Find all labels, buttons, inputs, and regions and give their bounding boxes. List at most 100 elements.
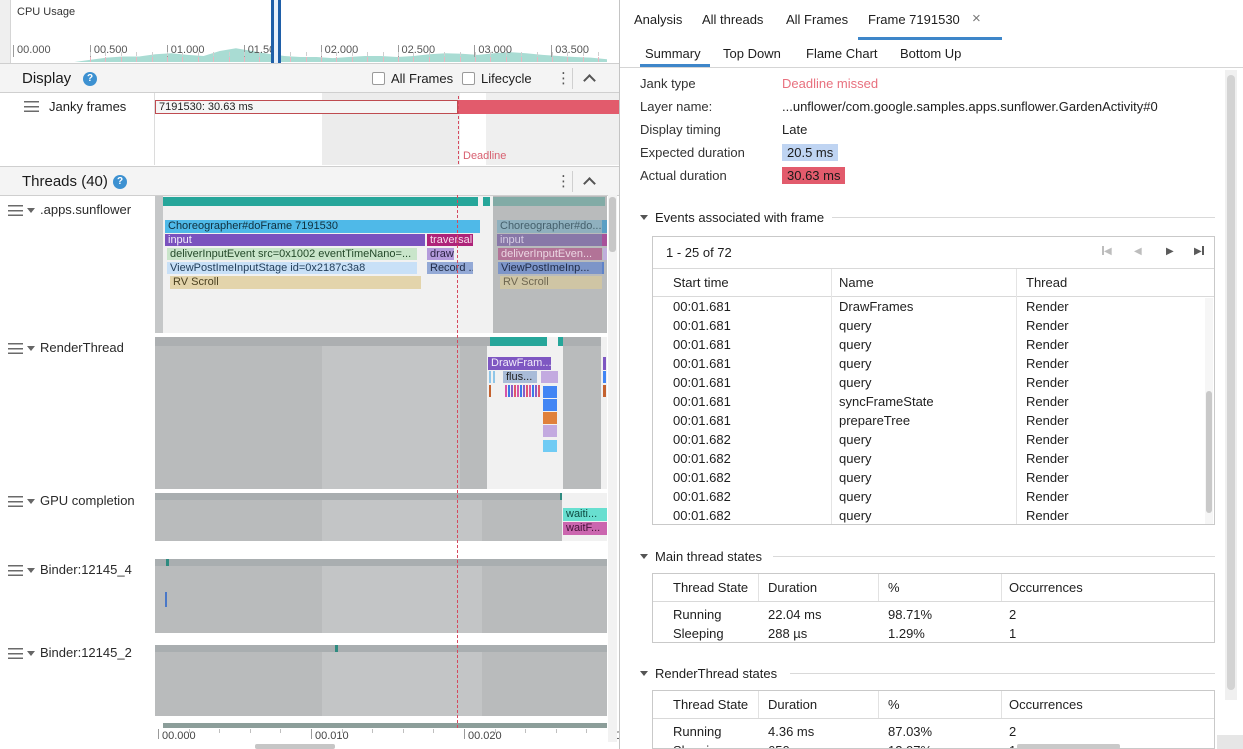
panel-vscrollbar-thumb[interactable] [1227, 75, 1235, 690]
rt-flush-stripe[interactable] [517, 385, 519, 397]
states-row[interactable]: Sleeping288 µs1.29%1 [653, 624, 1214, 643]
rt-purple-bar[interactable] [541, 371, 558, 383]
thread-label-row[interactable]: Binder:12145_4 [0, 559, 150, 581]
event-drawframe[interactable]: DrawFram... [488, 357, 551, 370]
drag-handle-icon[interactable] [8, 205, 23, 216]
event-draw[interactable]: draw [427, 248, 454, 260]
event-input-dim[interactable]: input [497, 234, 602, 246]
rt-frame-blue1[interactable] [543, 386, 557, 398]
rt-flush-stripe[interactable] [526, 385, 528, 397]
event-deliver-input-dim[interactable]: deliverInputEven... [498, 248, 602, 260]
event-rv-scroll[interactable]: RV Scroll [170, 276, 421, 289]
event-choreographer-dim[interactable]: Choreographer#do... [497, 220, 602, 233]
rt-flush-stripe[interactable] [505, 385, 507, 397]
panel-vscrollbar[interactable] [1225, 70, 1237, 700]
event-view-post-ime[interactable]: ViewPostImeInputStage id=0x2187c3a8 [167, 262, 417, 274]
all-frames-checkbox[interactable] [372, 72, 385, 85]
threads-help-icon[interactable]: ? [113, 175, 127, 189]
threads-vscrollbar-thumb[interactable] [609, 197, 616, 252]
tab-all-frames[interactable]: All Frames [786, 12, 848, 27]
lifecycle-checkbox[interactable] [462, 72, 475, 85]
col-start-time[interactable]: Start time [673, 275, 729, 290]
states-header-cell[interactable]: Duration [768, 580, 817, 595]
rt-flush-stripe[interactable] [538, 385, 540, 397]
thread-label-row[interactable]: GPU completion [0, 490, 150, 512]
subtab-top-down[interactable]: Top Down [723, 46, 781, 61]
events-table-row[interactable]: 00:01.681DrawFramesRender [653, 297, 1214, 316]
events-table-row[interactable]: 00:01.682queryRender [653, 506, 1214, 525]
threads-collapse-icon[interactable] [583, 177, 596, 190]
janky-frame-bar[interactable]: 7191530: 30.63 ms [155, 100, 458, 114]
display-help-icon[interactable]: ? [83, 72, 97, 86]
events-table-row[interactable]: 00:01.681syncFrameStateRender [653, 392, 1214, 411]
collapse-triangle-icon[interactable] [27, 568, 35, 573]
events-table-row[interactable]: 00:01.681queryRender [653, 354, 1214, 373]
subtab-bottom-up[interactable]: Bottom Up [900, 46, 961, 61]
display-collapse-icon[interactable] [583, 74, 596, 87]
sunflower-state-bar[interactable] [163, 197, 478, 206]
states-header-cell[interactable]: % [888, 580, 900, 595]
thread-label-row[interactable]: .apps.sunflower [0, 199, 150, 221]
subtab-summary[interactable]: Summary [645, 46, 701, 61]
event-traversal[interactable]: traversal [427, 234, 473, 246]
event-rv-scroll-dim[interactable]: RV Scroll [500, 276, 602, 289]
panel-hscrollbar-thumb[interactable] [1017, 744, 1120, 749]
states-header-cell[interactable]: % [888, 697, 900, 712]
thread-label-row[interactable]: RenderThread [0, 337, 150, 359]
last-page-icon[interactable]: ▶ [1194, 246, 1204, 257]
drag-handle-icon[interactable] [8, 648, 23, 659]
tab-analysis[interactable]: Analysis [634, 12, 682, 27]
col-thread[interactable]: Thread [1026, 275, 1067, 290]
col-name[interactable]: Name [839, 275, 874, 290]
event-record[interactable]: Record ... [427, 262, 473, 274]
tab-frame[interactable]: Frame 7191530 [868, 12, 960, 27]
events-table-row[interactable]: 00:01.682queryRender [653, 468, 1214, 487]
collapse-triangle-icon[interactable] [27, 208, 35, 213]
rt-frame-skyblue[interactable] [543, 440, 557, 452]
rt-flush-stripe[interactable] [535, 385, 537, 397]
event-wait-fence[interactable]: waitF... [563, 522, 607, 535]
rt-flush-stripe[interactable] [511, 385, 513, 397]
event-flush[interactable]: flus... [503, 371, 537, 383]
thread-label-row[interactable]: Binder:12145_2 [0, 642, 150, 664]
rt-frame-purple[interactable] [543, 425, 557, 437]
threads-kebab-icon[interactable]: ⋮ [556, 174, 571, 189]
drag-handle-icon[interactable] [8, 343, 23, 354]
states-header-cell[interactable]: Occurrences [1009, 580, 1083, 595]
event-waiting[interactable]: waiti... [563, 508, 607, 521]
states-row[interactable]: Sleeping650 µs12.97%1 [653, 741, 1214, 749]
subtab-flame-chart[interactable]: Flame Chart [806, 46, 878, 61]
drag-handle-icon[interactable] [8, 565, 23, 576]
event-deliver-input[interactable]: deliverInputEvent src=0x1002 eventTimeNa… [167, 248, 417, 260]
rt-frame-orange[interactable] [543, 412, 557, 424]
renderthread-state-teal[interactable] [490, 337, 547, 346]
event-choreographer[interactable]: Choreographer#doFrame 7191530 [165, 220, 480, 233]
events-table-row[interactable]: 00:01.682queryRender [653, 430, 1214, 449]
rt-flush-stripe[interactable] [508, 385, 510, 397]
rt-flush-stripe[interactable] [520, 385, 522, 397]
sunflower-state-bar2[interactable] [483, 197, 490, 206]
janky-frame-overrun[interactable] [458, 100, 619, 114]
next-page-icon[interactable]: ▶ [1166, 246, 1174, 257]
states-header-cell[interactable]: Thread State [673, 697, 748, 712]
threads-vscrollbar[interactable] [608, 195, 617, 742]
prev-page-icon[interactable]: ◀ [1134, 246, 1142, 257]
events-table-row[interactable]: 00:01.682queryRender [653, 487, 1214, 506]
events-table-row[interactable]: 00:01.681queryRender [653, 335, 1214, 354]
events-table-row[interactable]: 00:01.682queryRender [653, 449, 1214, 468]
rt-frame-blue2[interactable] [543, 399, 557, 411]
states-row[interactable]: Running4.36 ms87.03%2 [653, 722, 1214, 741]
tab-frame-close-icon[interactable]: × [972, 10, 981, 27]
tab-all-threads[interactable]: All threads [702, 12, 763, 27]
events-vscrollbar[interactable] [1205, 298, 1213, 525]
states-header-cell[interactable]: Occurrences [1009, 697, 1083, 712]
threads-hscrollbar-thumb[interactable] [255, 744, 335, 749]
drag-handle-icon[interactable] [8, 496, 23, 507]
states-row[interactable]: Running22.04 ms98.71%2 [653, 605, 1214, 624]
rt-flush-stripe[interactable] [529, 385, 531, 397]
rt-flush-stripe[interactable] [523, 385, 525, 397]
events-vscrollbar-thumb[interactable] [1206, 391, 1212, 513]
states-header-cell[interactable]: Thread State [673, 580, 748, 595]
timeline-selection-marker[interactable] [271, 0, 281, 63]
collapse-triangle-icon[interactable] [27, 346, 35, 351]
